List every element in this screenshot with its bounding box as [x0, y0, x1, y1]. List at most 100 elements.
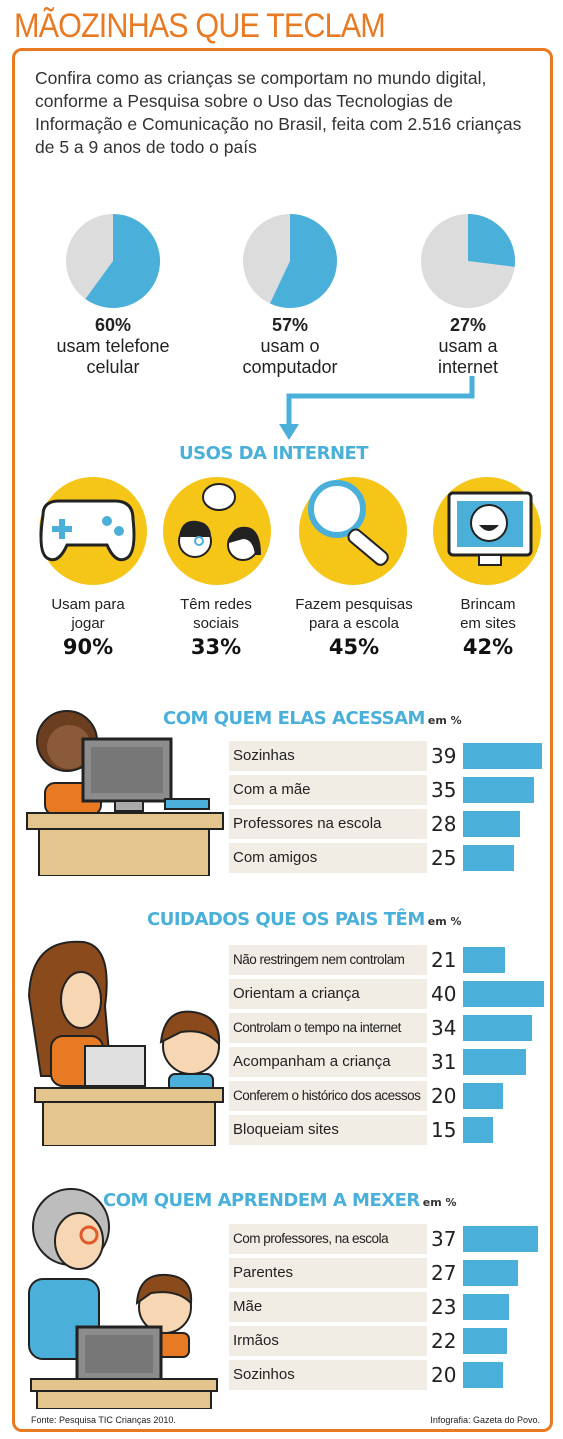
- bar-row: Sozinhos 20: [229, 1360, 549, 1390]
- unit-label: em %: [422, 1196, 457, 1209]
- bar-value: 40: [431, 982, 457, 1006]
- bar-row: Conferem o histórico dos acessos 20: [229, 1081, 549, 1111]
- pie-phone: 60% usam telefone celular: [43, 213, 183, 378]
- use-item-research: Fazem pesquisas para a escola 45%: [289, 475, 419, 659]
- bar-chart-care: Não restringem nem controlam 21 Orientam a…: [229, 945, 549, 1149]
- use-pct-research: 45%: [328, 635, 380, 659]
- use-pct-games: 90%: [62, 635, 114, 659]
- pie-slice-internet: [468, 214, 515, 267]
- section-title-learn: COM QUEM APRENDEM A MEXER em %: [103, 1190, 457, 1211]
- pie-chart-0: [66, 214, 161, 308]
- bar-label: Com a mãe: [229, 775, 427, 805]
- bar-value: 25: [431, 846, 457, 870]
- pie-pct-phone: 60%: [94, 315, 132, 335]
- unit-label: em %: [427, 915, 462, 928]
- bar-label: Não restringem nem controlam: [229, 945, 427, 975]
- smiley-monitor-icon: [433, 477, 541, 585]
- bar-row: Bloqueiam sites 15: [229, 1115, 549, 1145]
- bar-value: 39: [431, 744, 457, 768]
- bar: [463, 981, 544, 1007]
- bar-label: Bloqueiam sites: [229, 1115, 427, 1145]
- bar: [463, 845, 514, 871]
- bar: [463, 811, 520, 837]
- bar-label: Sozinhas: [229, 741, 427, 771]
- bar: [463, 1226, 538, 1252]
- child-at-computer-illustration: [26, 710, 224, 876]
- arrow-down-icon: [279, 376, 475, 440]
- bar-value: 28: [431, 812, 457, 836]
- pie-chart-2: [421, 214, 515, 308]
- bar-label: Parentes: [229, 1258, 427, 1288]
- bar-value: 20: [431, 1363, 457, 1387]
- bar-value: 27: [431, 1261, 457, 1285]
- parent-and-child-illustration: [27, 940, 224, 1146]
- bar: [463, 777, 534, 803]
- section-title-uses: USOS DA INTERNET: [179, 443, 369, 464]
- section-title-access: COM QUEM ELAS ACESSAM em %: [163, 708, 462, 729]
- pie-label-phone: usam telefone celular: [56, 336, 170, 377]
- bar-row: Professores na escola 28: [229, 809, 549, 839]
- pie-chart-1: [243, 214, 337, 308]
- bar: [463, 743, 542, 769]
- section-title-learn-text: COM QUEM APRENDEM A MEXER: [103, 1190, 420, 1211]
- bar: [463, 1260, 518, 1286]
- bar-value: 35: [431, 778, 457, 802]
- bar-value: 31: [431, 1050, 457, 1074]
- bar-row: Mãe 23: [229, 1292, 549, 1322]
- bar-row: Com professores, na escola 37: [229, 1224, 549, 1254]
- pie-pct-internet: 27%: [449, 315, 487, 335]
- bar: [463, 1083, 504, 1109]
- bar: [463, 947, 506, 973]
- use-label-games: Usam para jogar: [51, 596, 125, 632]
- bar-row: Não restringem nem controlam 21: [229, 945, 549, 975]
- bar-value: 23: [431, 1295, 457, 1319]
- infographic-frame: Confira como as crianças se comportam no…: [12, 48, 553, 1432]
- game-controller-icon: [39, 477, 147, 585]
- page-title: MÃOZINHAS QUE TECLAM: [14, 7, 386, 45]
- use-label-sites: Brincam em sites: [460, 596, 516, 632]
- bar-label: Irmãos: [229, 1326, 427, 1356]
- bar-value: 34: [431, 1016, 457, 1040]
- unit-label: em %: [427, 714, 462, 727]
- magnifier-icon: [299, 477, 407, 585]
- footer-credit: Infografia: Gazeta do Povo.: [430, 1415, 540, 1425]
- use-item-sites: Brincam em sites 42%: [423, 475, 550, 659]
- bar-value: 15: [431, 1118, 457, 1142]
- bar-label: Sozinhos: [229, 1360, 427, 1390]
- bar-label: Com amigos: [229, 843, 427, 873]
- bar-value: 37: [431, 1227, 457, 1251]
- intro-text: Confira como as crianças se comportam no…: [35, 68, 522, 157]
- bar-label: Controlam o tempo na internet: [229, 1013, 427, 1043]
- bar-row: Com a mãe 35: [229, 775, 549, 805]
- pie-slice-computer: [269, 214, 337, 308]
- bar-label: Com professores, na escola: [229, 1224, 427, 1254]
- bar-chart-access: Sozinhas 39 Com a mãe 35 Professores na esco…: [229, 741, 549, 877]
- footer-source: Fonte: Pesquisa TIC Crianças 2010.: [31, 1415, 176, 1425]
- use-pct-sites: 42%: [462, 635, 514, 659]
- bar-label: Acompanham a criança: [229, 1047, 427, 1077]
- bar-row: Orientam a criança 40: [229, 979, 549, 1009]
- pie-pct-computer: 57%: [271, 315, 309, 335]
- pie-label-internet: usam a internet: [437, 336, 499, 377]
- use-item-games: Usam para jogar 90%: [23, 475, 153, 659]
- use-label-social: Têm redes sociais: [180, 596, 252, 632]
- section-title-care: CUIDADOS QUE OS PAIS TÊM em %: [147, 909, 462, 930]
- bar-value: 21: [431, 948, 457, 972]
- bar: [463, 1362, 504, 1388]
- pie-label-computer: usam o computador: [242, 336, 338, 377]
- bar-row: Acompanham a criança 31: [229, 1047, 549, 1077]
- bar-row: Com amigos 25: [229, 843, 549, 873]
- bar-label: Conferem o histórico dos acessos: [229, 1081, 427, 1111]
- bar-label: Mãe: [229, 1292, 427, 1322]
- pie-internet: 27% usam a internet: [398, 213, 538, 378]
- grandparent-and-child-illustration: [28, 1188, 218, 1409]
- use-label-research: Fazem pesquisas para a escola: [295, 596, 413, 632]
- bar-chart-learn: Com professores, na escola 37 Parentes 27 Mã…: [229, 1224, 549, 1394]
- use-pct-social: 33%: [190, 635, 242, 659]
- bar: [463, 1328, 508, 1354]
- use-item-social: Têm redes sociais 33%: [151, 475, 281, 659]
- pie-slice-phone: [85, 214, 161, 308]
- bar-label: Professores na escola: [229, 809, 427, 839]
- bar-value: 22: [431, 1329, 457, 1353]
- section-title-care-text: CUIDADOS QUE OS PAIS TÊM: [147, 909, 425, 930]
